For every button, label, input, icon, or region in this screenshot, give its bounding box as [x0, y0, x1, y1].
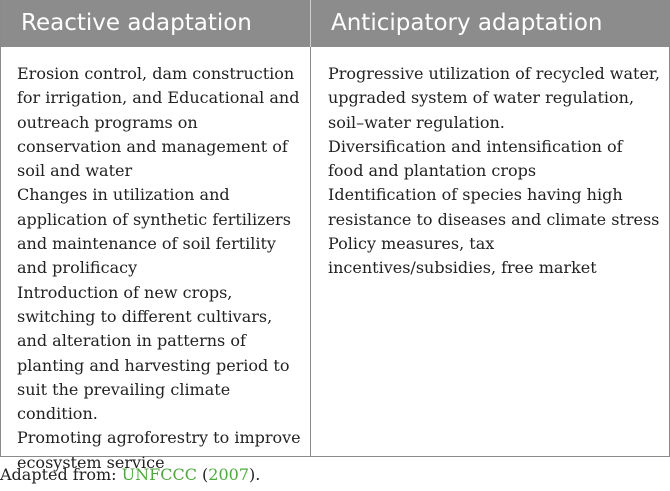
anticipatory-item-resistant-species: Identification of species having high re… — [328, 185, 660, 229]
anticipatory-item-recycled-water: Progressive utilization of recycled wate… — [328, 64, 660, 132]
reactive-item-new-crops: Introduction of new crops, switching to … — [17, 282, 290, 424]
header-anticipatory-adaptation: Anticipatory adaptation — [331, 10, 603, 36]
reactive-adaptation-cell: Erosion control, dam construction for ir… — [1, 47, 311, 472]
table-body-row: Erosion control, dam construction for ir… — [1, 47, 669, 472]
source-open-paren: ( — [196, 465, 209, 484]
adaptation-table: Reactive adaptation Anticipatory adaptat… — [0, 0, 670, 472]
header-reactive-adaptation: Reactive adaptation — [1, 0, 311, 47]
table-source-note: Adapted from: UNFCCC (2007). — [0, 463, 260, 487]
year-reference-link[interactable]: 2007 — [208, 465, 250, 484]
anticipatory-adaptation-cell: Progressive utilization of recycled wate… — [311, 47, 669, 456]
unfccc-reference-link[interactable]: UNFCCC — [121, 465, 197, 484]
reactive-item-agroforestry: Promoting agroforestry to improve ecosys… — [17, 428, 301, 472]
reactive-item-fertilizers: Changes in utilization and application o… — [17, 185, 291, 278]
table-header-row: Reactive adaptation Anticipatory adaptat… — [1, 0, 669, 47]
reactive-item-erosion-control: Erosion control, dam construction for ir… — [17, 64, 300, 181]
anticipatory-item-diversification: Diversification and intensification of f… — [328, 136, 623, 181]
anticipatory-item-policy-measures: Policy measures, tax incentives/subsidie… — [328, 234, 597, 278]
source-prefix: Adapted from: — [0, 465, 122, 484]
source-close-paren: ). — [249, 465, 261, 484]
